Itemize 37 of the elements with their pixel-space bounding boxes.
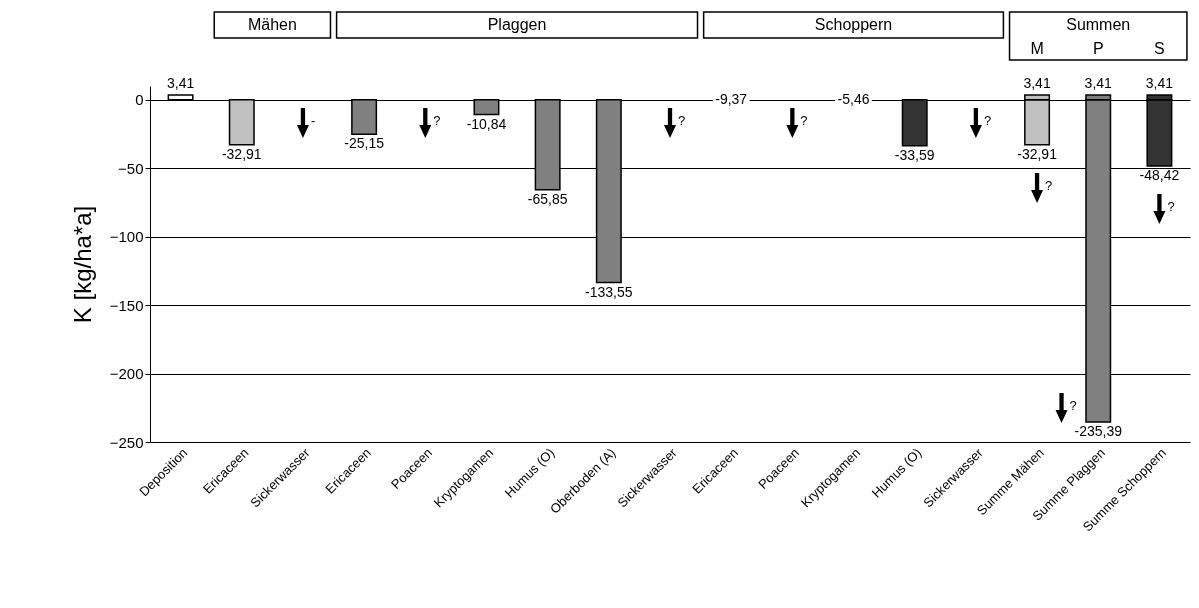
y-tick-label: −150	[109, 296, 144, 314]
data-label: -25,15	[344, 135, 385, 152]
annotation: ?	[1045, 178, 1053, 193]
annotation: ?	[678, 113, 686, 128]
data-label: 3,41	[1023, 75, 1051, 92]
text: Summen	[1066, 16, 1131, 33]
annotation: -9,37	[715, 91, 748, 107]
data-label: 3,41	[1145, 75, 1174, 92]
text: Plaggen	[487, 16, 547, 33]
data-label: 3,41	[1084, 75, 1113, 92]
data-label: -32,91	[221, 145, 262, 162]
text: M	[1030, 40, 1044, 57]
y-axis-title: K [kg/ha*a]	[68, 205, 96, 324]
data-label: -32,91	[1017, 145, 1058, 162]
data-label: -10,84	[466, 115, 507, 132]
data-label: -48,42	[1139, 166, 1180, 183]
data-label: -133,55	[585, 283, 633, 300]
annotation: ?	[800, 113, 808, 128]
data-label: 3,41	[166, 75, 195, 92]
y-tick-label: −200	[109, 365, 144, 383]
y-tick-label: −100	[109, 228, 144, 246]
text: Schoppern	[814, 16, 893, 33]
annotation: ?	[433, 113, 441, 128]
text: S	[1154, 40, 1165, 57]
annotation: -5,46	[837, 91, 870, 107]
y-tick-label: −50	[118, 159, 144, 177]
data-label: -235,39	[1074, 423, 1123, 439]
data-label: -65,85	[527, 190, 568, 207]
text: P	[1092, 40, 1104, 57]
annotation: ?	[1069, 398, 1077, 413]
annotation: -	[310, 113, 316, 128]
y-tick-label: 0	[135, 91, 144, 109]
data-label: -33,59	[894, 146, 935, 163]
annotation: ?	[1167, 199, 1175, 214]
y-tick-label: −250	[109, 433, 144, 451]
text: Mähen	[247, 16, 297, 33]
annotation: ?	[983, 113, 992, 128]
